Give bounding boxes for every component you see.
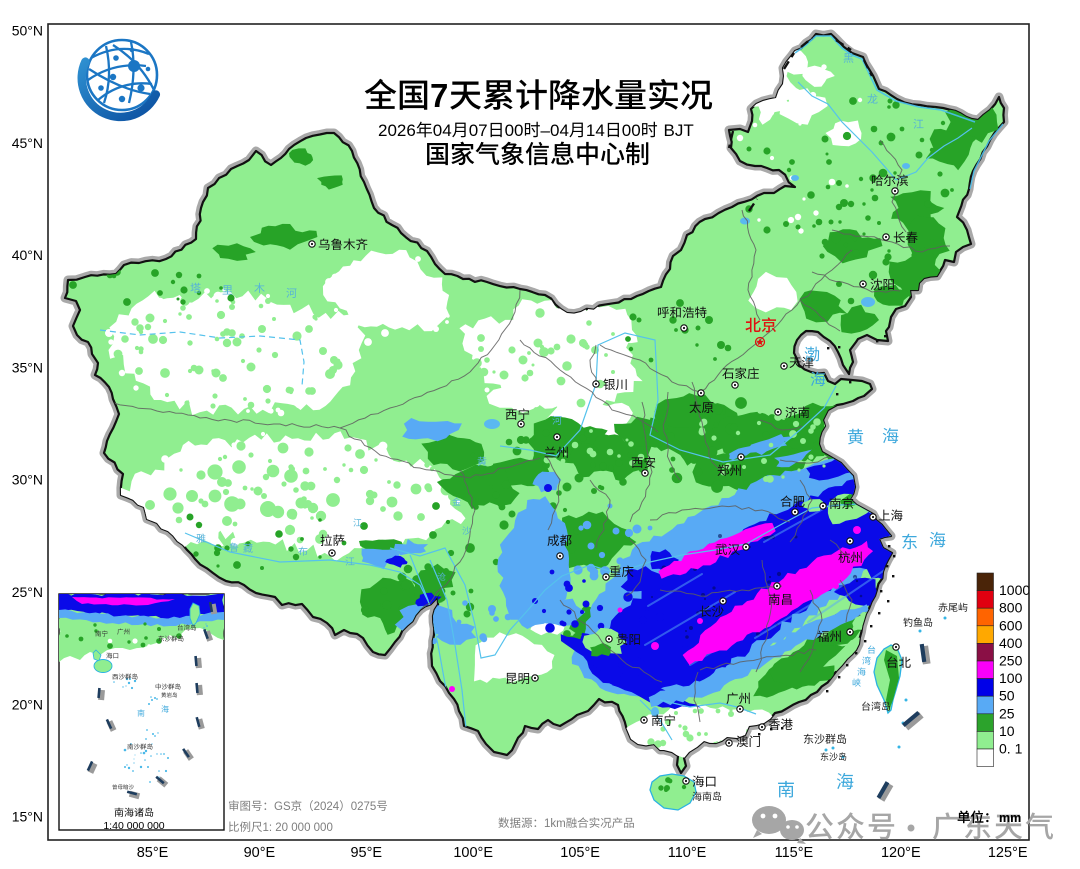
svg-text:25: 25: [999, 705, 1015, 721]
svg-text:600: 600: [999, 617, 1023, 633]
svg-text:7: 7: [430, 77, 448, 114]
svg-text:35°N: 35°N: [12, 359, 43, 375]
svg-text:00: 00: [505, 121, 524, 140]
svg-text:25°N: 25°N: [12, 584, 43, 600]
svg-text:800: 800: [999, 600, 1023, 616]
svg-text:–: –: [541, 121, 551, 140]
svg-text:105°E: 105°E: [560, 845, 600, 861]
svg-text:mm: mm: [999, 811, 1021, 825]
svg-text:100°E: 100°E: [453, 845, 493, 861]
svg-text:115°E: 115°E: [775, 845, 814, 861]
svg-text:0275: 0275: [351, 801, 377, 813]
svg-text:15°N: 15°N: [12, 809, 43, 825]
svg-text:110°E: 110°E: [668, 845, 707, 861]
svg-text:90°E: 90°E: [244, 845, 276, 861]
svg-text:10: 10: [999, 723, 1015, 739]
svg-text:125°E: 125°E: [988, 845, 1028, 861]
svg-text:mm: mm: [999, 811, 1021, 825]
svg-text:04: 04: [433, 121, 452, 140]
svg-text:2026: 2026: [378, 121, 416, 140]
svg-text:95°E: 95°E: [350, 845, 382, 861]
svg-text:40°N: 40°N: [12, 247, 43, 263]
svg-text:07: 07: [469, 121, 488, 140]
svg-text:20°N: 20°N: [12, 696, 43, 712]
svg-text:85°E: 85°E: [137, 845, 169, 861]
svg-text:1km: 1km: [544, 818, 566, 830]
svg-text:14: 14: [586, 121, 605, 140]
svg-text:04: 04: [550, 121, 569, 140]
svg-text:0. 1: 0. 1: [999, 741, 1023, 757]
svg-text:400: 400: [999, 635, 1023, 651]
svg-text:30°N: 30°N: [12, 472, 43, 488]
svg-text:00: 00: [622, 121, 641, 140]
svg-text:100: 100: [999, 670, 1023, 686]
svg-text:1:40 000 000: 1:40 000 000: [103, 820, 164, 832]
svg-text:GS: GS: [274, 801, 291, 813]
svg-text:45°N: 45°N: [12, 135, 43, 151]
svg-text:BJT: BJT: [664, 121, 694, 140]
svg-text:50: 50: [999, 688, 1015, 704]
svg-text:50°N: 50°N: [12, 23, 43, 39]
svg-text:1: 20 000 000: 1: 20 000 000: [263, 822, 333, 834]
svg-text:1000: 1000: [999, 582, 1030, 598]
svg-text:120°E: 120°E: [881, 845, 921, 861]
svg-text:250: 250: [999, 653, 1023, 669]
svg-text:2024: 2024: [314, 801, 340, 813]
